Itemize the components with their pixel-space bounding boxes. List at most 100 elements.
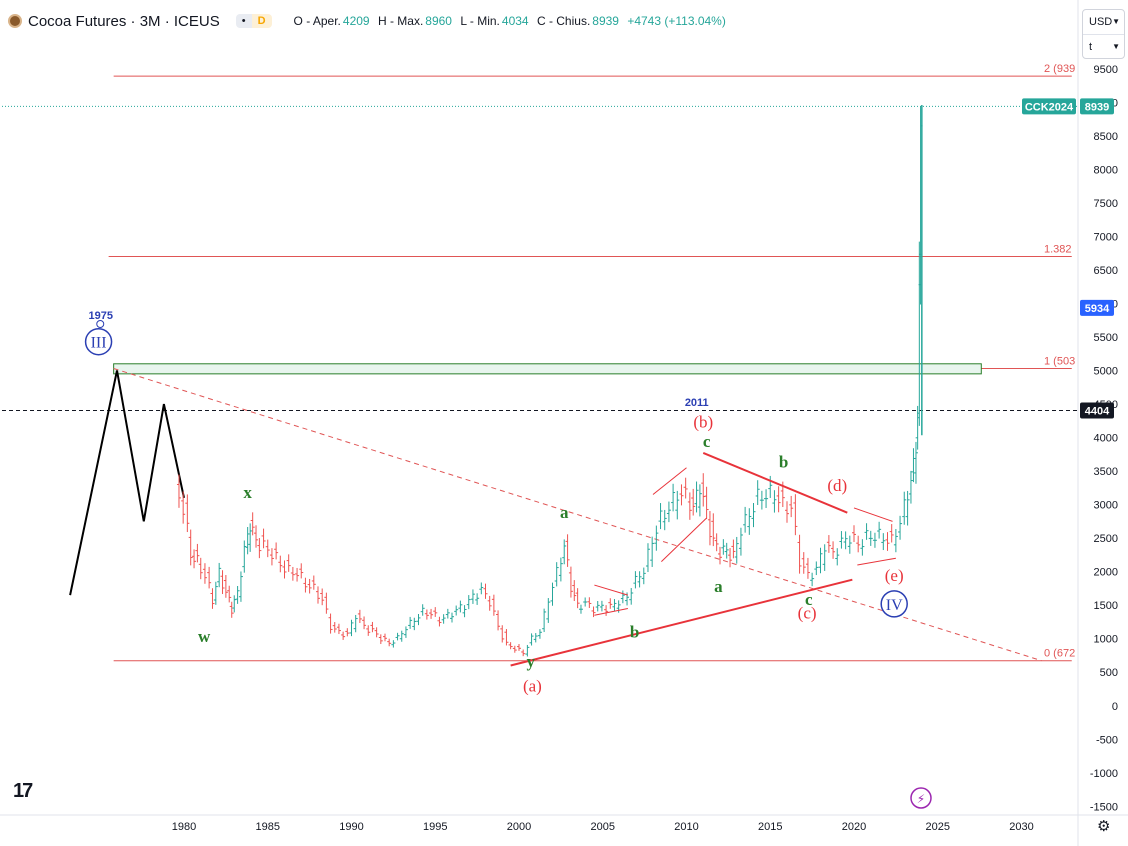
y-tick-label: 3500	[1094, 466, 1118, 478]
wave-label: w	[198, 627, 211, 646]
x-tick-label: 2030	[1009, 821, 1033, 833]
interval-badge[interactable]: • D	[235, 14, 272, 28]
y-tick-label: 5000	[1094, 366, 1118, 378]
peak-marker-icon	[96, 320, 105, 328]
y-tick-label: 500	[1100, 667, 1118, 679]
ohlc-readout: O - Aper. 4209 H - Max. 8960 L - Min. 4034 …	[294, 14, 731, 28]
settings-gear-icon[interactable]: ⚙	[1097, 818, 1111, 835]
symbol-title[interactable]: Cocoa Futures · 3M · ICEUS	[28, 12, 220, 30]
alert-price-price-tag	[1080, 299, 1114, 316]
y-tick-label: 1000	[1094, 634, 1118, 646]
wave-label: (e)	[885, 566, 904, 585]
y-tick-label: 2000	[1094, 567, 1118, 579]
last-price-symbol-text: CCK2024	[1025, 101, 1074, 113]
current-price-price-text: 4404	[1085, 405, 1110, 417]
sub-wave-line	[661, 517, 707, 562]
last-price-price-tag	[1080, 98, 1114, 115]
alert-price-price-text: 5934	[1085, 303, 1110, 315]
x-tick-label: 2020	[842, 821, 866, 833]
badge-dot-icon: •	[235, 14, 252, 28]
low-label: L - Min.	[460, 14, 500, 28]
y-tick-label: 0	[1112, 701, 1118, 713]
wave-label: IV	[886, 597, 903, 614]
unit-row[interactable]: t ▼	[1083, 35, 1124, 59]
currency-code-row[interactable]: USD ▼	[1083, 10, 1124, 35]
tradingview-logo-icon[interactable]: 17	[13, 780, 33, 802]
wave-circle-IV	[880, 590, 908, 618]
wave-circle-III	[84, 327, 113, 356]
y-tick-label: 2500	[1094, 533, 1118, 545]
chevron-down-icon: ▼	[1112, 42, 1120, 51]
close-value: 8939	[592, 14, 619, 28]
wave-sketch-line	[69, 370, 185, 596]
fib-level-label: 1 (503	[1044, 355, 1075, 367]
resistance-zone-box	[113, 363, 982, 375]
wave-label: c	[805, 590, 813, 609]
sub-wave-line	[652, 467, 687, 495]
wave-label: (b)	[693, 412, 713, 431]
change-value: +4743 (+113.04%)	[627, 14, 726, 28]
y-tick-label: 1500	[1094, 600, 1118, 612]
wave-label: (c)	[798, 604, 817, 623]
x-tick-label: 1990	[339, 821, 363, 833]
wave-label: y	[526, 652, 535, 671]
close-label: C - Chius.	[536, 14, 591, 28]
x-tick-label: 1985	[256, 821, 280, 833]
y-tick-label: 5500	[1094, 332, 1118, 344]
wave-label: b	[779, 453, 788, 472]
current-price-price-tag	[1080, 402, 1114, 419]
wave-label: b	[630, 622, 639, 641]
high-value: 8960	[425, 14, 452, 28]
currency-selector[interactable]: USD ▼ t ▼	[1082, 9, 1125, 59]
x-tick-label: 2000	[507, 821, 531, 833]
high-label: H - Max.	[377, 14, 424, 28]
y-tick-label: 6500	[1094, 265, 1118, 277]
wave-label: (d)	[827, 476, 847, 495]
x-tick-label: 1995	[423, 821, 447, 833]
y-tick-label: 9500	[1094, 64, 1118, 76]
currency-code: USD	[1089, 16, 1113, 28]
chevron-down-icon: ▼	[1112, 17, 1120, 26]
sub-wave-line	[853, 507, 893, 522]
y-tick-label: -1000	[1090, 768, 1118, 780]
unit-label: t	[1089, 41, 1093, 53]
x-tick-label: 2010	[674, 821, 698, 833]
fib-level-label: 1.382	[1044, 244, 1072, 256]
low-value: 4034	[501, 14, 529, 28]
wave-label: c	[703, 432, 711, 451]
year-label-2011: 2011	[685, 397, 709, 409]
events-icon	[910, 787, 932, 809]
y-tick-label: 4000	[1094, 433, 1118, 445]
y-tick-label: -500	[1096, 734, 1118, 746]
open-value: 4209	[342, 14, 370, 28]
open-label: O - Aper.	[293, 14, 341, 28]
sub-wave-line	[594, 584, 629, 596]
wave-label: x	[243, 483, 252, 502]
lightning-icon: ⚡	[917, 792, 925, 806]
triangle-lower-line	[510, 578, 853, 667]
last-price-price-text: 8939	[1085, 101, 1109, 113]
wave-label: III	[91, 335, 107, 352]
fib-level-label: 2 (939	[1044, 63, 1075, 75]
fib-level-label: 0 (672	[1044, 648, 1075, 660]
y-tick-label: 7000	[1094, 231, 1118, 243]
x-tick-label: 2015	[758, 821, 782, 833]
sub-wave-line	[857, 557, 896, 566]
last-price-symbol-tag	[1022, 98, 1076, 115]
triangle-upper-line	[702, 452, 848, 514]
y-tick-label: 7500	[1094, 198, 1118, 210]
y-tick-label: 8000	[1094, 164, 1118, 176]
wave-label: a	[714, 577, 723, 596]
wave-label: a	[560, 503, 569, 522]
sub-wave-line	[594, 608, 628, 616]
year-label-1975: 1975	[89, 310, 113, 322]
delayed-badge: D	[251, 14, 272, 28]
y-tick-label: 3000	[1094, 500, 1118, 512]
x-tick-label: 2005	[591, 821, 615, 833]
chart-header: Cocoa Futures · 3M · ICEUS • D O - Aper.…	[8, 10, 731, 32]
x-tick-label: 1980	[172, 821, 196, 833]
x-tick-label: 2025	[926, 821, 950, 833]
y-tick-label: -1500	[1090, 801, 1118, 813]
y-tick-label: 8500	[1094, 131, 1118, 143]
